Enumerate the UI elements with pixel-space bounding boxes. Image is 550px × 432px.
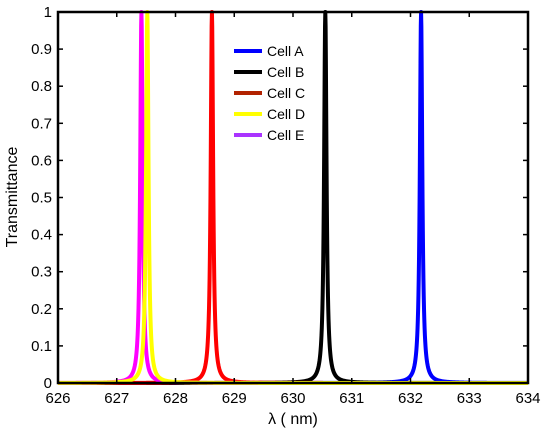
y-tick-label: 0.7 xyxy=(31,115,52,132)
y-axis-title: Transmittance xyxy=(4,147,21,248)
x-tick-label: 634 xyxy=(515,390,540,407)
y-tick-label: 0.2 xyxy=(31,301,52,318)
legend: Cell A Cell B Cell C Cell D Cell E xyxy=(234,43,305,143)
x-tick-label: 628 xyxy=(163,390,188,407)
y-tick-label: 0.5 xyxy=(31,190,52,207)
plot-frame xyxy=(56,10,530,385)
x-tick-label: 630 xyxy=(280,390,305,407)
legend-label-cell-c: Cell C xyxy=(267,85,305,101)
x-tick-label: 633 xyxy=(457,390,482,407)
x-axis-title: λ ( nm) xyxy=(268,411,318,428)
x-tick-label: 631 xyxy=(339,390,364,407)
y-tick-label: 1 xyxy=(44,4,52,21)
legend-label-cell-d: Cell D xyxy=(267,106,305,122)
y-tick-label: 0.1 xyxy=(31,338,52,355)
legend-label-cell-b: Cell B xyxy=(267,64,304,80)
y-tick-label: 0.8 xyxy=(31,78,52,95)
y-tick-label: 0 xyxy=(44,375,52,392)
x-tick-label: 632 xyxy=(398,390,423,407)
legend-label-cell-a: Cell A xyxy=(267,43,304,59)
y-tick-label: 0.9 xyxy=(31,41,52,58)
x-tick-label: 626 xyxy=(45,390,70,407)
x-tick-label: 627 xyxy=(104,390,129,407)
y-tick-label: 0.6 xyxy=(31,152,52,169)
x-tick-label: 629 xyxy=(222,390,247,407)
y-tick-label: 0.4 xyxy=(31,227,52,244)
y-tick-label: 0.3 xyxy=(31,264,52,281)
legend-label-cell-e: Cell E xyxy=(267,127,304,143)
